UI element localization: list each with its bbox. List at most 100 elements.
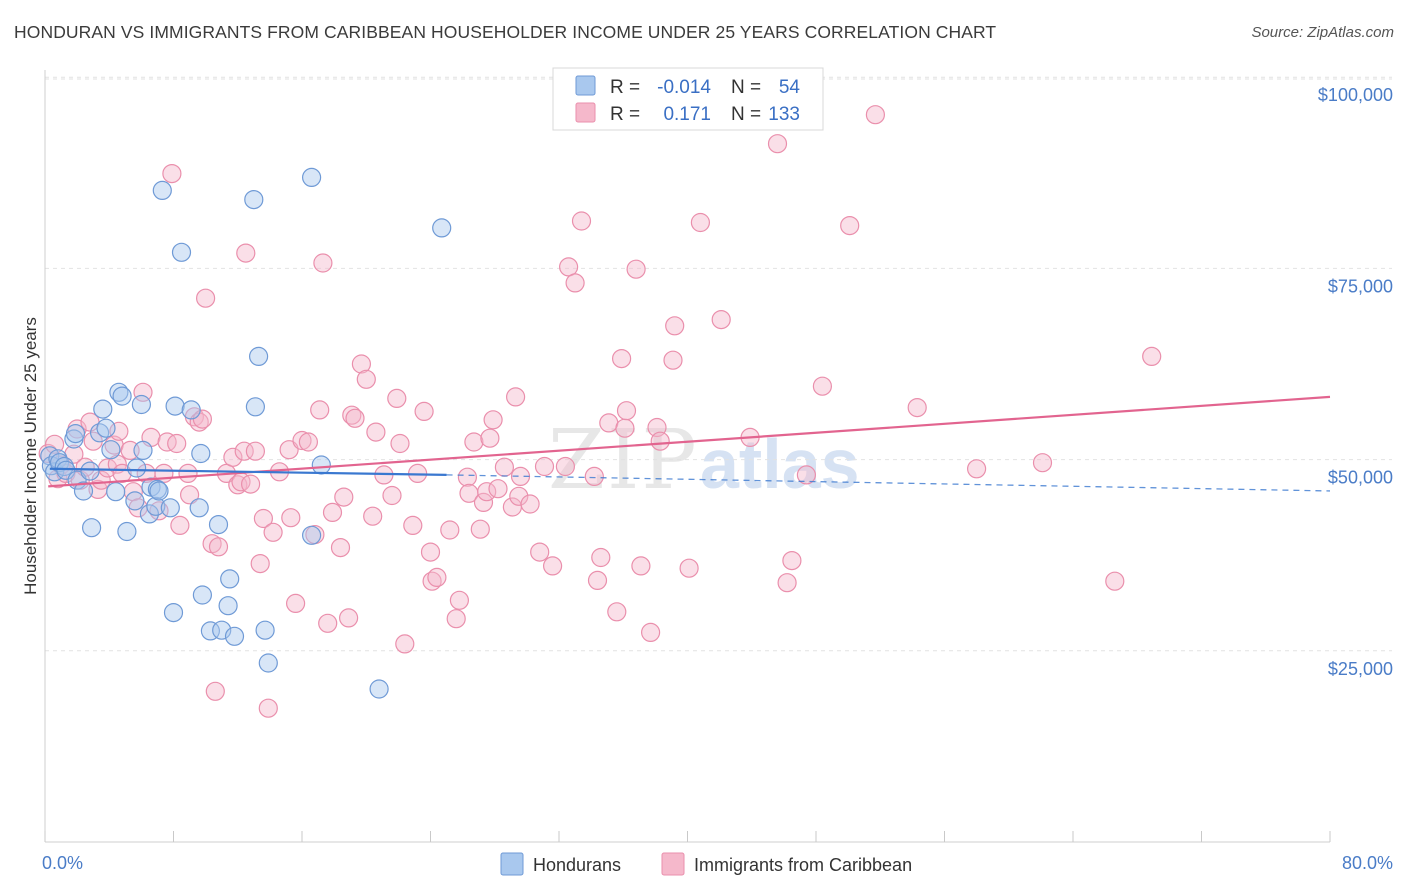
caribbean-point-83 (446, 609, 466, 629)
caribbean-point-49 (258, 698, 278, 718)
caribbean-point-43 (234, 441, 254, 461)
hondurans-point-18 (109, 382, 129, 402)
caribbean-point-100 (530, 542, 550, 562)
bottom-legend-swatch-caribbean (661, 852, 685, 876)
caribbean-point-52 (279, 440, 299, 460)
caribbean-point-88 (470, 519, 490, 539)
series-legend: Hondurans Immigrants from Caribbean (500, 852, 912, 876)
hondurans-point-29 (149, 481, 169, 501)
hondurans-point-51 (302, 525, 322, 545)
hondurans-point-46 (244, 190, 264, 210)
x-tick-label-max: 80.0% (1342, 853, 1393, 873)
legend-n-label-hondurans: N = (731, 77, 761, 98)
caribbean-point-115 (626, 259, 646, 279)
hondurans-point-11 (80, 461, 100, 481)
y-tick-label-3: $100,000 (1318, 85, 1393, 105)
caribbean-point-38 (208, 537, 229, 557)
hondurans-point-34 (171, 242, 192, 262)
caribbean-point-76 (403, 515, 423, 536)
chart-source: Source: ZipAtlas.com (1251, 24, 1394, 41)
hondurans-point-54 (432, 218, 452, 238)
caribbean-point-26 (157, 432, 177, 452)
caribbean-point-99 (520, 494, 540, 514)
caribbean-point-87 (464, 432, 484, 452)
caribbean-point-114 (616, 401, 637, 421)
hondurans-point-33 (165, 396, 185, 416)
bottom-legend-swatch-hondurans (500, 852, 524, 876)
y-tick-labels: $25,000 $50,000 $75,000 $100,000 (1318, 85, 1393, 679)
series-caribbean-points (38, 105, 1162, 718)
hondurans-point-38 (192, 585, 212, 605)
caribbean-point-133 (907, 398, 927, 418)
caribbean-point-92 (483, 410, 503, 430)
stats-legend-box (552, 67, 824, 131)
caribbean-point-103 (555, 456, 576, 477)
trend-lines (48, 395, 1331, 492)
caribbean-point-96 (505, 387, 526, 407)
caribbean-point-106 (571, 211, 592, 231)
hondurans-point-30 (152, 180, 172, 200)
hondurans-point-14 (93, 399, 113, 419)
caribbean-point-45 (241, 474, 261, 494)
caribbean-point-121 (665, 316, 685, 336)
caribbean-point-59 (313, 253, 333, 273)
bottom-legend-label-caribbean: Immigrants from Caribbean (694, 855, 912, 875)
trend-line-hondurans-extension (446, 474, 1331, 492)
hondurans-point-8 (65, 424, 86, 444)
legend-r-value-hondurans: -0.014 (657, 77, 711, 98)
caribbean-point-102 (542, 556, 563, 576)
caribbean-point-56 (298, 432, 318, 452)
trend-line-hondurans (49, 467, 447, 476)
legend-swatch-hondurans (575, 75, 596, 96)
caribbean-point-122 (679, 558, 699, 578)
caribbean-point-89 (473, 492, 494, 512)
caribbean-point-75 (395, 634, 415, 654)
caribbean-point-28 (167, 433, 187, 454)
caribbean-point-65 (342, 405, 362, 425)
caribbean-point-131 (840, 216, 860, 236)
caribbean-point-21 (133, 382, 153, 402)
caribbean-point-116 (631, 556, 651, 576)
hondurans-point-24 (133, 440, 153, 460)
caribbean-point-94 (494, 457, 514, 477)
legend-n-value-caribbean: 133 (768, 104, 800, 125)
hondurans-point-53 (369, 679, 389, 699)
caribbean-point-64 (339, 608, 359, 628)
hondurans-point-19 (112, 386, 132, 406)
stats-legend: R = -0.014 N = 54 R = 0.171 N = 133 (552, 67, 824, 131)
caribbean-point-128 (782, 550, 802, 571)
caribbean-point-112 (611, 349, 632, 369)
hondurans-point-10 (73, 481, 94, 501)
caribbean-point-109 (591, 547, 611, 568)
hondurans-point-36 (189, 498, 209, 518)
caribbean-point-31 (180, 485, 200, 505)
hondurans-point-35 (181, 400, 201, 420)
caribbean-point-85 (457, 467, 477, 487)
caribbean-point-78 (414, 401, 434, 421)
hondurans-point-49 (258, 653, 278, 673)
caribbean-point-137 (1142, 346, 1162, 366)
caribbean-point-123 (690, 212, 711, 233)
caribbean-point-48 (253, 508, 273, 529)
caribbean-point-84 (449, 590, 469, 610)
caribbean-point-97 (509, 486, 529, 506)
x-tick-label-min: 0.0% (42, 853, 83, 873)
hondurans-point-50 (302, 167, 322, 187)
x-ticks (44, 831, 1331, 842)
caribbean-point-63 (334, 487, 354, 507)
caribbean-point-44 (236, 243, 256, 263)
caribbean-point-93 (488, 479, 508, 499)
y-tick-label-1: $50,000 (1328, 468, 1393, 488)
caribbean-point-91 (480, 428, 500, 448)
caribbean-point-120 (663, 350, 683, 370)
hondurans-point-47 (249, 346, 269, 366)
hondurans-point-37 (191, 443, 211, 464)
gridlines (45, 76, 1392, 652)
hondurans-point-16 (101, 440, 121, 460)
legend-n-value-hondurans: 54 (779, 77, 801, 98)
y-axis-title: Householder Income Under 25 years (21, 317, 40, 595)
hondurans-point-43 (220, 569, 240, 589)
caribbean-point-62 (330, 537, 351, 558)
caribbean-point-73 (387, 388, 407, 408)
caribbean-point-68 (356, 369, 376, 389)
